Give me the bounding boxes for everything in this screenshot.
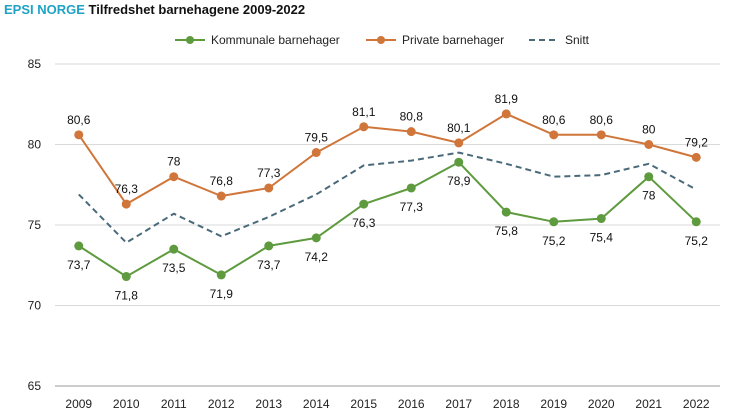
data-label-private: 80,6 [542, 113, 566, 127]
y-axis: 65 70 75 80 85 [28, 57, 42, 393]
data-label-private: 80,1 [447, 121, 471, 135]
data-point-kommunale [359, 199, 369, 209]
data-label-private: 78 [167, 155, 181, 169]
data-label-private: 76,3 [115, 182, 139, 196]
data-point-kommunale [501, 207, 511, 217]
data-label-kommunale: 75,2 [685, 234, 709, 248]
data-point-private [359, 122, 369, 132]
data-point-private [596, 130, 606, 140]
data-label-private: 80,6 [67, 113, 91, 127]
data-label-kommunale: 73,7 [67, 258, 91, 272]
legend-item-kommunale[interactable]: Kommunale barnehager [175, 33, 340, 47]
legend-label-kommunale: Kommunale barnehager [211, 33, 340, 47]
data-label-kommunale: 77,3 [400, 200, 424, 214]
data-point-kommunale [691, 217, 701, 227]
data-label-private: 77,3 [257, 166, 281, 180]
data-label-private: 79,5 [305, 131, 329, 145]
data-point-private [644, 140, 654, 149]
y-tick-label: 75 [28, 218, 42, 232]
data-point-kommunale [74, 241, 84, 251]
data-point-kommunale [644, 172, 654, 182]
data-label-private: 79,2 [685, 135, 709, 149]
series-line-snitt [78, 151, 697, 244]
chart-title: EPSI NORGE Tilfredshet barnehagene 2009-… [4, 2, 305, 17]
x-tick-label: 2020 [588, 397, 615, 411]
data-point-private [169, 172, 179, 182]
legend-marker-private [377, 36, 385, 44]
y-tick-label: 80 [28, 138, 42, 152]
data-point-kommunale [596, 214, 606, 224]
data-label-kommunale: 71,8 [115, 289, 139, 303]
y-tick-label: 65 [28, 379, 42, 393]
legend-marker-kommunale [186, 36, 194, 44]
data-label-private: 80 [642, 123, 656, 137]
data-point-private [549, 130, 559, 140]
legend-item-private[interactable]: Private barnehager [366, 33, 504, 47]
x-tick-label: 2012 [208, 397, 235, 411]
series-line-private [77, 112, 697, 206]
y-tick-label: 70 [28, 299, 42, 313]
data-point-kommunale [549, 217, 559, 227]
data-label-kommunale: 74,2 [305, 250, 329, 264]
x-tick-label: 2011 [161, 397, 187, 411]
data-point-private [216, 191, 226, 201]
data-point-kommunale [454, 157, 464, 167]
x-tick-label: 2017 [445, 397, 472, 411]
x-tick-label: 2018 [493, 397, 520, 411]
data-point-private [501, 109, 511, 119]
data-point-private [406, 127, 416, 137]
data-point-private [121, 199, 131, 209]
x-tick-label: 2009 [65, 397, 92, 411]
data-point-kommunale [121, 272, 131, 282]
data-point-private [311, 148, 321, 158]
data-label-kommunale: 78,9 [447, 174, 471, 188]
legend-label-snitt: Snitt [565, 33, 590, 47]
data-label-private: 80,6 [590, 113, 614, 127]
data-label-private: 81,9 [495, 92, 519, 106]
x-tick-label: 2010 [113, 397, 140, 411]
gridlines [55, 63, 720, 306]
x-tick-label: 2022 [683, 397, 710, 411]
x-axis: 2009 2010 2011 2012 2013 2014 2015 2016 2017 2018… [55, 385, 720, 411]
data-label-kommunale: 75,2 [542, 234, 566, 248]
x-tick-label: 2014 [303, 397, 330, 411]
data-label-kommunale: 78 [642, 189, 656, 203]
brand-label: EPSI NORGE [4, 2, 85, 17]
data-point-kommunale [311, 233, 321, 243]
data-point-kommunale [264, 241, 274, 251]
x-tick-label: 2015 [350, 397, 377, 411]
chart-title-text: Tilfredshet barnehagene 2009-2022 [88, 2, 306, 17]
series-line-kommunale [78, 161, 697, 278]
legend-label-private: Private barnehager [402, 33, 504, 47]
data-label-kommunale: 73,5 [162, 261, 186, 275]
data-point-kommunale [169, 244, 179, 254]
data-point-kommunale [216, 270, 226, 280]
series-group [74, 109, 701, 282]
x-tick-label: 2016 [398, 397, 425, 411]
data-point-private [691, 152, 701, 162]
x-tick-label: 2013 [255, 397, 282, 411]
data-label-kommunale: 73,7 [257, 258, 281, 272]
data-label-kommunale: 71,9 [210, 287, 234, 301]
legend[interactable]: Kommunale barnehager Private barnehager Sn… [175, 33, 590, 47]
data-label-private: 76,8 [210, 174, 234, 188]
data-point-kommunale [406, 183, 416, 193]
data-point-private [454, 138, 464, 148]
y-tick-label: 85 [28, 57, 42, 71]
data-label-private: 80,8 [400, 110, 424, 124]
data-label-kommunale: 75,8 [495, 224, 519, 238]
data-point-private [264, 183, 274, 193]
x-tick-label: 2019 [540, 397, 567, 411]
legend-item-snitt[interactable]: Snitt [529, 33, 590, 47]
data-point-private [74, 130, 84, 140]
data-label-kommunale: 75,4 [590, 231, 614, 245]
x-tick-label: 2021 [635, 397, 662, 411]
data-label-private: 81,1 [352, 105, 376, 119]
data-label-kommunale: 76,3 [352, 216, 376, 230]
data-labels: 80,6 76,3 78 76,8 77,3 79,5 81,1 80,8 80,1 81,9 80… [67, 92, 708, 303]
